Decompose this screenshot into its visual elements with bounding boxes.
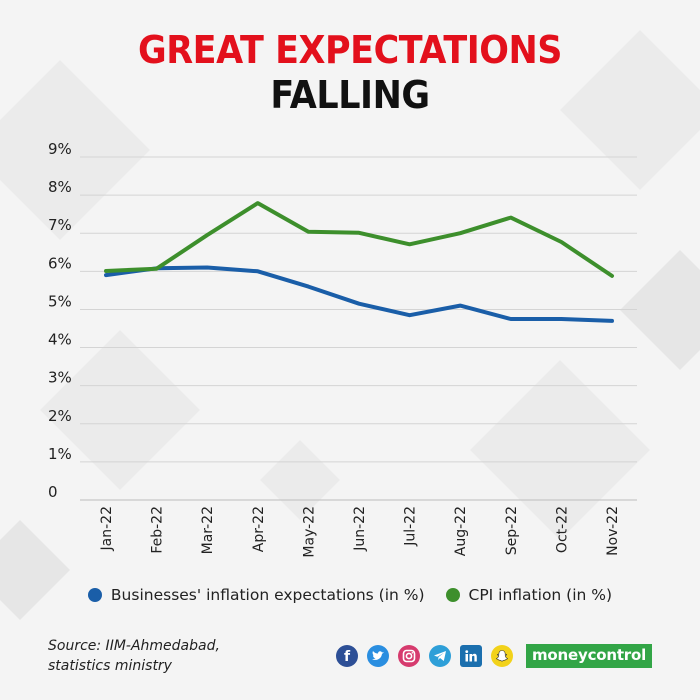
x-tick-label: Oct-22 xyxy=(554,506,570,553)
chart-title: GREAT EXPECTATIONS FALLING xyxy=(0,28,700,118)
svg-text:f: f xyxy=(344,649,351,663)
linkedin-icon[interactable] xyxy=(460,645,482,667)
legend: Businesses' inflation expectations (in %… xyxy=(0,586,700,606)
y-tick-label: 4% xyxy=(48,331,72,349)
social-links: f moneycontrol xyxy=(336,644,653,668)
y-tick-label: 9% xyxy=(48,140,72,158)
x-tick-label: May-22 xyxy=(301,506,317,558)
y-tick-label: 0 xyxy=(48,483,58,501)
y-axis-ticks: 0 1% 2% 3% 4% 5% 6% 7% 8% 9% xyxy=(48,140,72,501)
x-tick-label: Mar-22 xyxy=(200,506,216,554)
telegram-icon[interactable] xyxy=(429,645,451,667)
title-line-1: GREAT EXPECTATIONS xyxy=(137,28,563,72)
series-line-cpi xyxy=(104,201,614,278)
snapchat-icon[interactable] xyxy=(491,645,513,667)
x-tick-label: Nov-22 xyxy=(605,506,621,556)
legend-marker-businesses xyxy=(87,588,102,602)
legend-label-cpi: CPI inflation (in %) xyxy=(468,586,613,604)
series-line-businesses xyxy=(104,265,614,323)
y-tick-label: 3% xyxy=(48,369,72,387)
x-tick-label: Jun-22 xyxy=(352,506,368,552)
y-tick-label: 1% xyxy=(48,445,72,463)
grid-lines xyxy=(80,156,637,501)
source-note: Source: IIM-Ahmedabad, statistics minist… xyxy=(48,636,220,676)
x-tick-label: Aug-22 xyxy=(453,506,469,556)
x-tick-label: Feb-22 xyxy=(150,506,166,554)
legend-item-cpi: CPI inflation (in %) xyxy=(445,586,613,604)
y-tick-label: 7% xyxy=(48,216,72,234)
x-axis-ticks: Jan-22 Feb-22 Mar-22 Apr-22 May-22 Jun-22 Jul-… xyxy=(99,506,621,558)
y-tick-label: 6% xyxy=(48,254,72,272)
legend-marker-cpi xyxy=(445,588,460,602)
legend-item-businesses: Businesses' inflation expectations (in %… xyxy=(87,586,425,604)
x-tick-label: Jul-22 xyxy=(403,506,419,547)
instagram-icon[interactable] xyxy=(398,645,420,667)
legend-label-businesses: Businesses' inflation expectations (in %… xyxy=(110,586,425,604)
source-line-2: statistics ministry xyxy=(48,658,172,674)
x-tick-label: Jan-22 xyxy=(99,506,115,551)
series-lines xyxy=(104,201,614,323)
twitter-icon[interactable] xyxy=(367,645,389,667)
title-line-2: FALLING xyxy=(270,73,430,117)
facebook-icon[interactable]: f xyxy=(336,645,358,667)
moneycontrol-logo: moneycontrol xyxy=(526,644,653,668)
y-tick-label: 2% xyxy=(48,407,72,425)
source-line-1: Source: IIM-Ahmedabad, xyxy=(48,638,220,654)
y-tick-label: 8% xyxy=(48,178,72,196)
y-tick-label: 5% xyxy=(48,292,72,310)
x-tick-label: Sep-22 xyxy=(504,506,520,555)
x-tick-label: Apr-22 xyxy=(251,506,267,552)
